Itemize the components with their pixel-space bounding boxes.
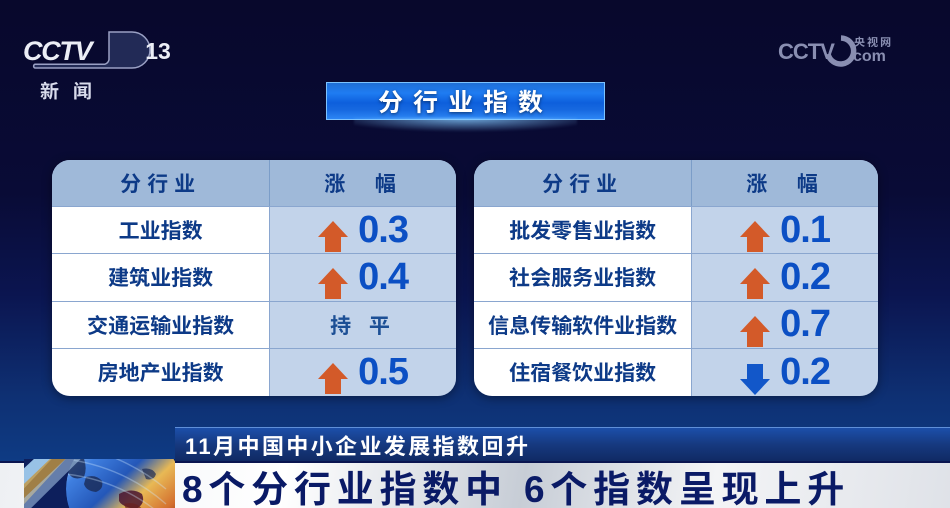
svg-text:com: com bbox=[853, 48, 886, 65]
svg-text:CCTV: CCTV bbox=[778, 39, 835, 64]
svg-text:CCTV: CCTV bbox=[23, 36, 95, 66]
svg-text:13: 13 bbox=[145, 38, 171, 64]
